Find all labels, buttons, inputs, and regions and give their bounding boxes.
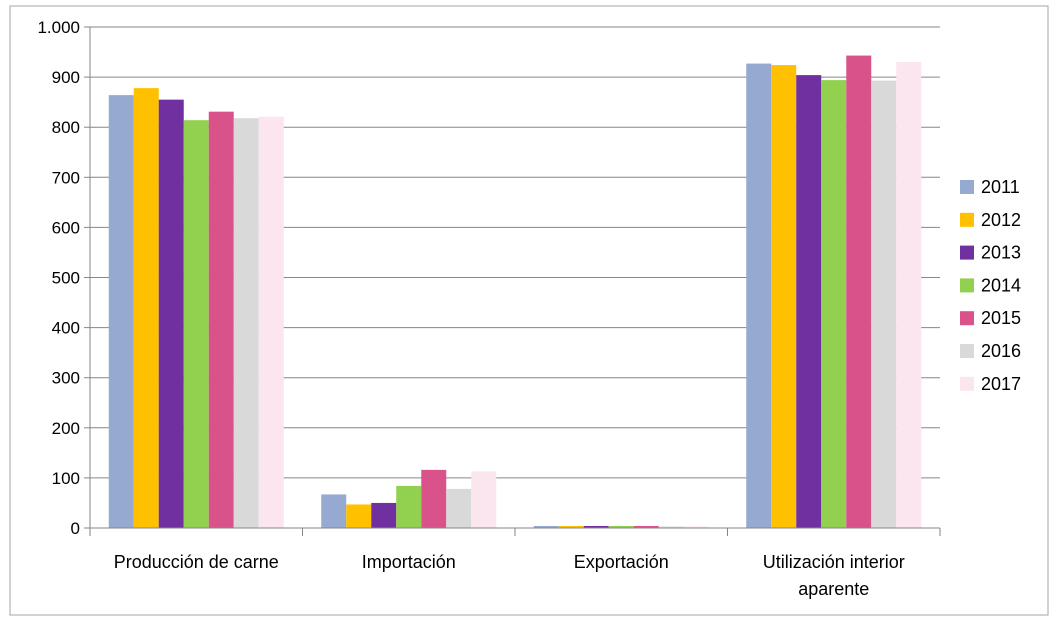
legend-label: 2015 [981,308,1021,328]
legend-label: 2016 [981,341,1021,361]
legend-label: 2011 [981,177,1020,197]
y-tick-label: 200 [52,419,80,438]
x-category-label: Producción de carne [114,552,279,572]
y-tick-label: 0 [71,519,80,538]
legend-swatch [960,278,974,293]
bar [796,75,822,528]
bars [108,55,922,529]
bar [233,118,259,528]
legend-swatch [960,212,974,227]
bar [608,525,634,528]
x-category-label: Exportación [574,552,669,572]
bar [846,55,872,528]
y-tick-label: 700 [52,168,80,187]
bar [771,65,797,529]
y-tick-label: 1.000 [37,18,80,37]
bar [658,526,684,528]
bar [421,469,447,528]
legend-swatch [960,180,974,194]
y-tick-label: 600 [52,218,80,237]
x-category-label: Importación [362,552,456,572]
legend-label: 2014 [981,275,1021,295]
bar [371,502,397,528]
y-tick-label: 100 [52,469,80,488]
bar [583,525,609,528]
bar [746,63,772,528]
legend-label: 2013 [981,243,1021,263]
y-tick-label: 500 [52,269,80,288]
bar [558,525,584,528]
y-tick-label: 900 [52,68,80,87]
legend-label: 2012 [981,210,1021,230]
bar [183,120,209,528]
y-tick-label: 400 [52,319,80,338]
bar [633,525,659,528]
bar [396,485,422,528]
bar [133,88,159,528]
bar [321,494,347,528]
y-tick-label: 300 [52,369,80,388]
bar [446,488,472,528]
bar [533,525,559,528]
axes: 0 100 200 300 400 500 600 700 800 900 1.000 Producc… [37,18,941,599]
legend-swatch [960,376,974,391]
x-category-label: aparente [798,579,869,599]
x-category-label: Utilización interior [763,552,905,572]
legend-swatch [960,245,974,260]
bar [471,471,497,528]
bar [258,116,284,528]
legend: 2011 2012 2013 2014 2015 2016 2017 [960,177,1021,394]
legend-label: 2017 [981,374,1021,394]
bar [683,526,709,528]
y-tick-label: 800 [52,118,80,137]
bar [821,80,847,528]
legend-swatch [960,311,974,326]
bar [896,62,922,528]
bar [346,504,372,528]
bar [108,95,134,529]
bar [158,99,184,529]
legend-swatch [960,344,974,358]
bar [871,80,897,529]
bar [208,111,234,528]
